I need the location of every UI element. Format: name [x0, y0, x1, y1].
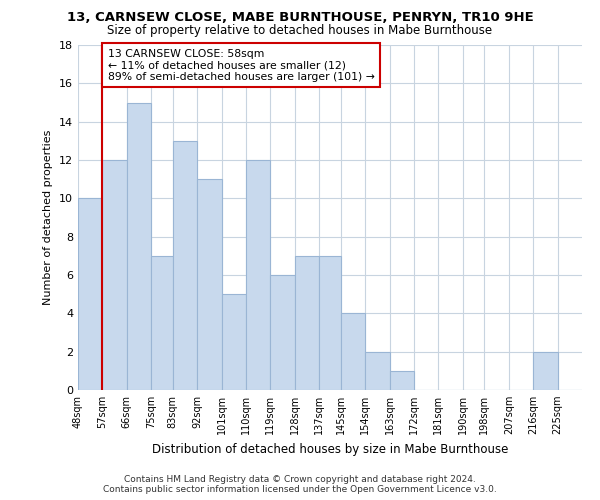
X-axis label: Distribution of detached houses by size in Mabe Burnthouse: Distribution of detached houses by size … [152, 442, 508, 456]
Text: Contains HM Land Registry data © Crown copyright and database right 2024.
Contai: Contains HM Land Registry data © Crown c… [103, 474, 497, 494]
Bar [246, 160, 271, 390]
Bar [389, 371, 414, 390]
Bar [197, 179, 221, 390]
Bar [127, 102, 151, 390]
Bar [221, 294, 246, 390]
Bar [78, 198, 103, 390]
Text: 13 CARNSEW CLOSE: 58sqm
← 11% of detached houses are smaller (12)
89% of semi-de: 13 CARNSEW CLOSE: 58sqm ← 11% of detache… [108, 49, 374, 82]
Bar [319, 256, 341, 390]
Bar [533, 352, 557, 390]
Bar [295, 256, 319, 390]
Bar [151, 256, 173, 390]
Bar [341, 314, 365, 390]
Y-axis label: Number of detached properties: Number of detached properties [43, 130, 53, 305]
Bar [365, 352, 389, 390]
Bar [173, 141, 197, 390]
Bar [103, 160, 127, 390]
Text: Size of property relative to detached houses in Mabe Burnthouse: Size of property relative to detached ho… [107, 24, 493, 37]
Text: 13, CARNSEW CLOSE, MABE BURNTHOUSE, PENRYN, TR10 9HE: 13, CARNSEW CLOSE, MABE BURNTHOUSE, PENR… [67, 11, 533, 24]
Bar [271, 275, 295, 390]
